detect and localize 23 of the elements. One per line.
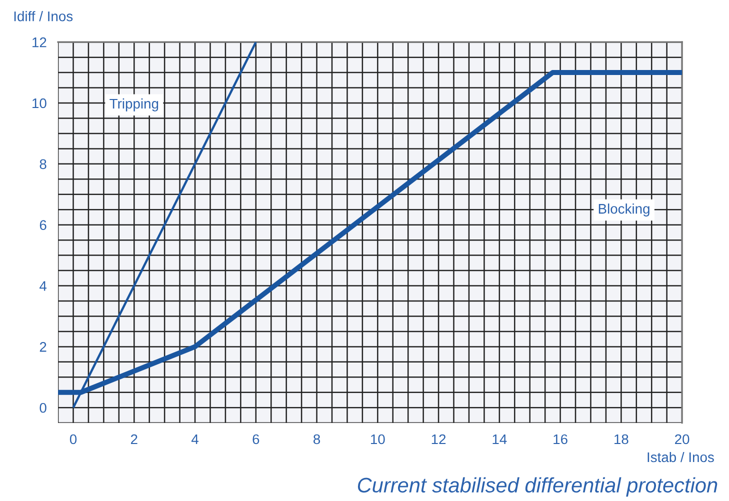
x-tick-label: 10: [370, 434, 385, 444]
x-axis-title: Istab / Inos: [648, 452, 714, 462]
x-tick-label: 2: [130, 434, 138, 444]
x-tick-label: 6: [252, 434, 260, 444]
y-tick-label: 0: [40, 402, 46, 413]
x-tick-label: 14: [492, 434, 507, 444]
annotation: Blocking: [598, 204, 650, 216]
x-tick-label: 18: [614, 434, 628, 444]
x-tick-label: 8: [314, 434, 320, 444]
annotation: Tripping: [110, 98, 158, 112]
y-tick-label: 2: [40, 342, 46, 352]
y-tick-label: 12: [32, 37, 46, 48]
y-tick-label: 4: [40, 281, 47, 291]
x-tick-label: 16: [554, 434, 568, 444]
x-tick-label: 4: [191, 434, 198, 444]
y-axis-title: Idiff / Inos: [14, 11, 73, 22]
y-tick-label: 10: [32, 98, 46, 108]
text: Current stabilised differential protection: [358, 477, 718, 497]
y-tick-label: 6: [40, 220, 46, 230]
x-tick-label: 12: [432, 434, 446, 444]
x-tick-label: 0: [70, 434, 77, 444]
x-tick-label: 20: [675, 434, 690, 444]
y-tick-label: 8: [40, 159, 46, 170]
